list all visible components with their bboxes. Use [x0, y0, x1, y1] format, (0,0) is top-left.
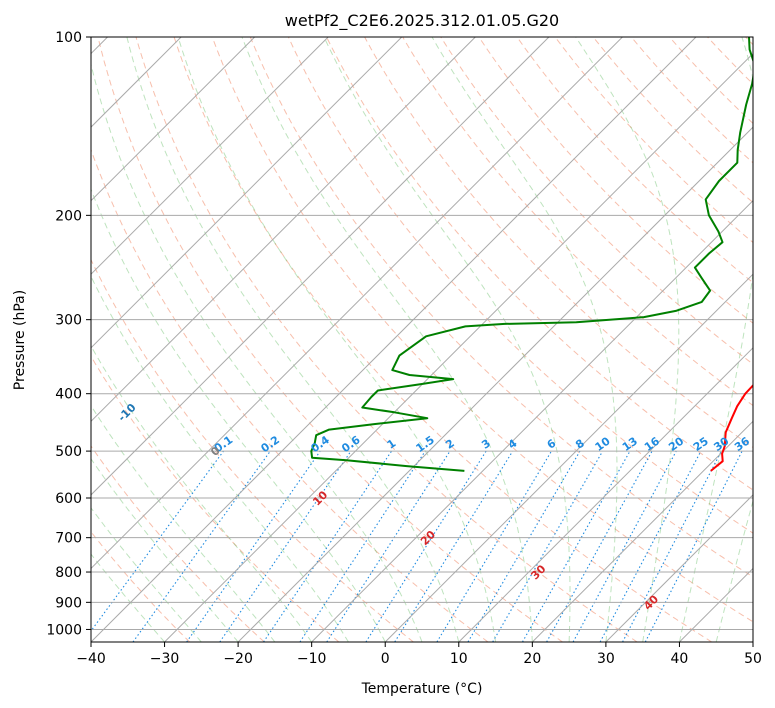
- mixing-ratio-line: [326, 450, 451, 642]
- isotherm-line: [605, 494, 753, 642]
- y-tick-label: 400: [55, 387, 82, 403]
- isotherm-line: [91, 37, 329, 275]
- y-tick-label: 800: [55, 565, 82, 581]
- isobars: [91, 37, 753, 630]
- y-tick-label: 300: [55, 313, 82, 329]
- moist-adiabat-line: [91, 275, 349, 642]
- mixing-ratio-line: [219, 450, 352, 642]
- moist-adiabat-line: [752, 640, 753, 642]
- moist-adiabat-line: [241, 37, 533, 642]
- isotherm-line: [91, 37, 697, 642]
- moist-adiabat-line: [575, 37, 680, 642]
- moist-adiabat-line: [177, 37, 497, 642]
- isotherm-line: [311, 199, 753, 642]
- isotherms: [91, 37, 753, 642]
- mixing-ratio-line: [365, 450, 487, 642]
- dry-adiabats: [91, 37, 753, 642]
- isotherm-line: [91, 37, 550, 496]
- dry-adiabat-label: -20: [37, 366, 60, 389]
- isotherm-line: [237, 126, 753, 642]
- profile-line: [310, 37, 753, 472]
- x-axis-ticks: −40 −30 −20 −10 0 10 20 30 40 50: [76, 642, 762, 667]
- moist-adiabat-line: [91, 62, 423, 642]
- moist-adiabat-line: [715, 498, 753, 642]
- moist-adiabat-line: [91, 457, 239, 642]
- x-tick-label: 50: [744, 651, 762, 667]
- mixing-ratio-line: [394, 450, 514, 642]
- y-tick-label: 900: [55, 595, 82, 611]
- mixing-ratio-line: [186, 450, 321, 642]
- isotherm-line: [531, 420, 753, 642]
- moist-adiabat-line: [91, 404, 276, 642]
- isotherm-line: [91, 37, 256, 202]
- dry-adiabat-line: [287, 37, 753, 534]
- dry-adiabat-line: [135, 37, 638, 642]
- isotherm-line: [91, 37, 403, 349]
- mixing-ratio-line: [572, 450, 677, 642]
- mixing-ratio-line: [521, 450, 631, 642]
- moist-adiabat-line: [431, 37, 618, 642]
- y-axis-label: Pressure (hPa): [12, 290, 28, 390]
- x-tick-label: 20: [523, 651, 541, 667]
- mixing-ratio-lines: [91, 450, 743, 642]
- moist-adiabat-line: [678, 37, 753, 642]
- mixing-ratio-line: [467, 450, 581, 642]
- isotherm-line: [752, 641, 753, 642]
- x-tick-label: −10: [297, 651, 327, 667]
- dry-adiabat-line: [97, 37, 563, 642]
- x-tick-label: −40: [76, 651, 106, 667]
- x-tick-label: 10: [450, 651, 468, 667]
- x-tick-label: 30: [597, 651, 615, 667]
- dry-adiabat-line: [91, 258, 414, 642]
- y-tick-label: 1000: [46, 622, 82, 638]
- mixing-ratio-line: [492, 450, 604, 642]
- x-tick-label: −30: [150, 651, 180, 667]
- y-tick-label: 200: [55, 208, 82, 224]
- dry-adiabat-line: [173, 37, 713, 642]
- x-tick-label: 40: [671, 651, 689, 667]
- isotherm-line: [164, 52, 753, 642]
- mixing-ratio-line: [436, 450, 552, 642]
- moist-adiabat-line: [126, 37, 460, 642]
- y-tick-label: 100: [55, 30, 82, 46]
- y-axis-ticks: 100 200 300 400 500 600 700 800 900 1000: [46, 30, 91, 638]
- dry-adiabat-line: [211, 37, 753, 623]
- isotherm-line: [91, 37, 623, 570]
- y-tick-label: 500: [55, 444, 82, 460]
- dry-adiabat-line: [91, 355, 340, 642]
- x-tick-label: 0: [381, 651, 390, 667]
- x-tick-label: −20: [223, 651, 253, 667]
- isotherm-line: [91, 37, 476, 423]
- isotherm-line: [384, 273, 753, 642]
- dry-adiabat-line: [91, 445, 265, 642]
- dry-adiabat-line: [326, 37, 753, 491]
- chart-title: wetPf2_C2E6.2025.312.01.05.G20: [285, 11, 559, 31]
- plot-frame: [90, 36, 754, 643]
- x-axis-label: Temperature (°C): [361, 681, 483, 697]
- moist-adiabat-line: [91, 188, 386, 642]
- profile-lines: [310, 37, 753, 472]
- y-tick-label: 600: [55, 491, 82, 507]
- profile-line: [710, 383, 753, 472]
- isotherm-line: [458, 347, 753, 642]
- dry-adiabat-line: [249, 37, 753, 578]
- y-tick-label: 700: [55, 531, 82, 547]
